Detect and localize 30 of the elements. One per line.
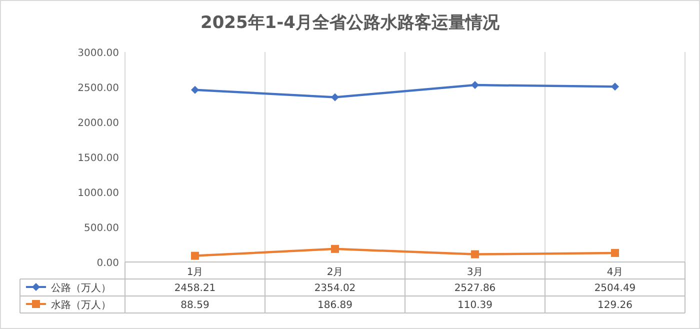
y-tick-label: 0.00 bbox=[96, 258, 119, 269]
data-label: 88.59 bbox=[180, 300, 210, 311]
x-tick-label: 3月 bbox=[466, 267, 484, 278]
y-tick-label: 1500.00 bbox=[78, 153, 119, 164]
x-tick-label: 1月 bbox=[186, 267, 204, 278]
point bbox=[471, 81, 479, 90]
data-label: 2458.21 bbox=[174, 283, 216, 294]
point bbox=[191, 86, 199, 94]
point bbox=[611, 248, 619, 257]
data-label: 110.39 bbox=[458, 300, 492, 311]
chart-title: 2025年1-4月全省公路水路客运量情况 bbox=[200, 13, 501, 33]
data-label: 2527.86 bbox=[454, 283, 496, 294]
data-label: 129.26 bbox=[598, 300, 632, 311]
x-tick-label: 2月 bbox=[326, 267, 344, 278]
legend-label: 公路（万人） bbox=[51, 282, 111, 294]
y-tick-label: 2500.00 bbox=[78, 83, 119, 94]
point bbox=[611, 82, 619, 91]
data-label: 186.89 bbox=[318, 300, 352, 311]
point bbox=[331, 244, 339, 253]
y-tick-label: 2000.00 bbox=[78, 118, 119, 129]
point bbox=[331, 93, 339, 102]
point bbox=[471, 250, 479, 258]
point bbox=[191, 252, 199, 260]
y-tick-label: 500.00 bbox=[84, 223, 119, 234]
legend-label: 水路（万人） bbox=[51, 299, 111, 311]
y-tick-label: 3000.00 bbox=[78, 48, 119, 59]
x-tick-label: 4月 bbox=[606, 267, 624, 278]
data-label: 2354.02 bbox=[314, 283, 356, 294]
data-label: 2504.49 bbox=[594, 283, 636, 294]
y-tick-label: 1000.00 bbox=[78, 188, 119, 199]
